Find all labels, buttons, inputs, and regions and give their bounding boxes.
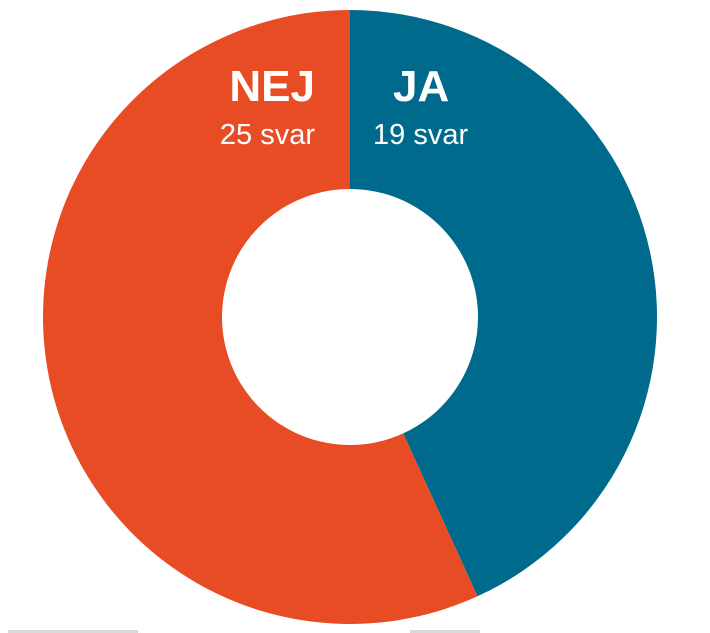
bottom-divider-left [8,630,138,633]
slice-count-nej: 25 svar [220,119,315,151]
bottom-edge [0,627,710,633]
donut-labels: NEJ 25 svar JA 19 svar [220,62,469,151]
slice-nej [42,10,478,625]
slice-ja [350,10,657,597]
slice-count-ja: 19 svar [373,119,468,151]
donut-slices [42,10,657,625]
slice-label-nej: NEJ [229,62,315,111]
bottom-divider-right [410,630,480,633]
slice-label-ja: JA [393,62,449,111]
